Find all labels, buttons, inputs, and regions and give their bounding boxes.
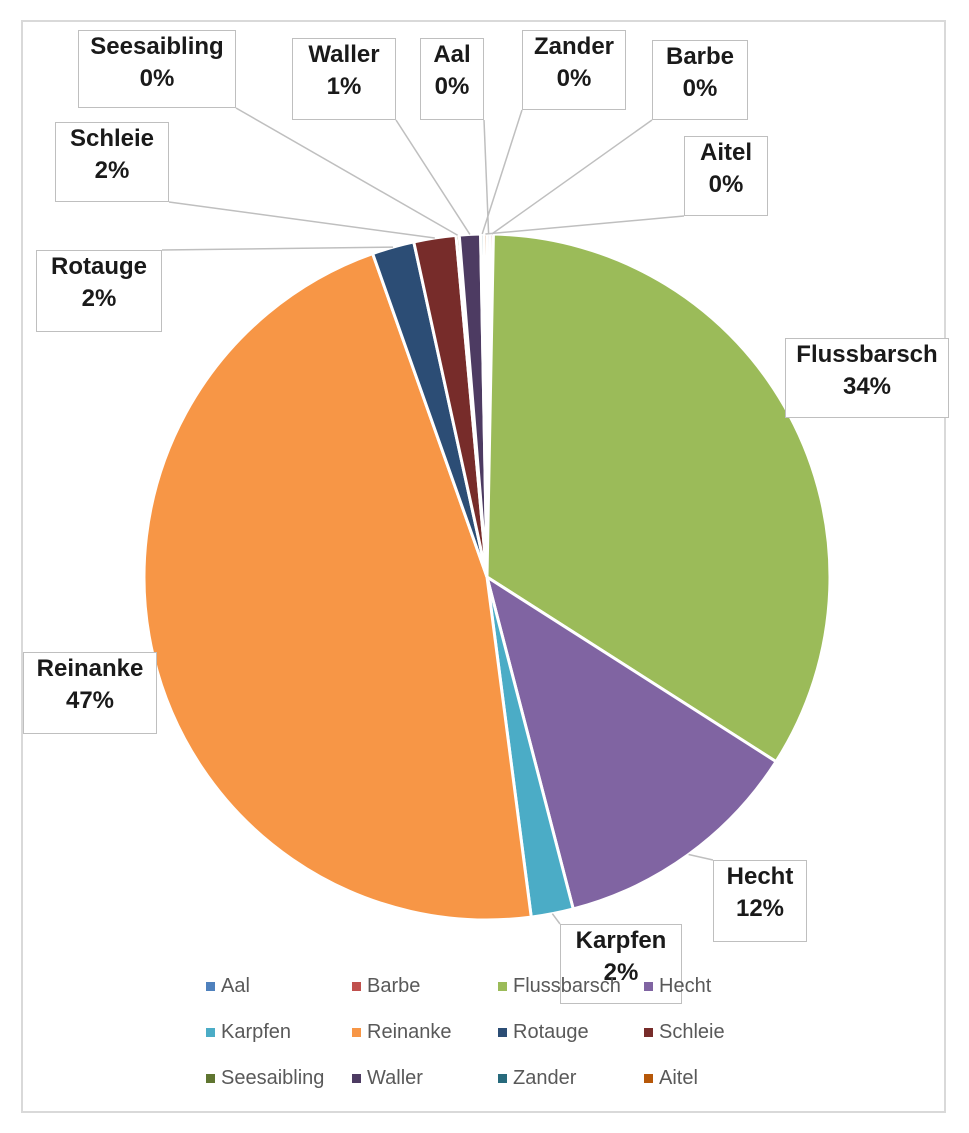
legend-item-aal: Aal bbox=[206, 975, 250, 998]
legend-label: Aal bbox=[221, 975, 250, 997]
data-label-name: Barbe bbox=[665, 43, 735, 70]
data-label-value: 2% bbox=[603, 959, 639, 986]
legend-item-rotauge: Rotauge bbox=[498, 1021, 589, 1044]
legend-label: Seesaibling bbox=[221, 1067, 325, 1089]
data-label-name: Aal bbox=[433, 41, 471, 68]
legend-item-schleie: Schleie bbox=[644, 1021, 725, 1044]
data-label-waller: Waller 1% bbox=[292, 38, 396, 120]
legend-swatch bbox=[206, 982, 215, 991]
legend-item-hecht: Hecht bbox=[644, 975, 711, 998]
legend-swatch bbox=[644, 982, 653, 991]
leader-line-aitel bbox=[485, 215, 685, 235]
leader-line-rotauge bbox=[161, 246, 394, 251]
data-label-name: Seesaibling bbox=[90, 33, 224, 60]
data-label-value: 47% bbox=[65, 687, 115, 714]
data-label-value: 34% bbox=[842, 373, 892, 400]
legend-swatch bbox=[498, 1028, 507, 1037]
legend-swatch bbox=[644, 1074, 653, 1083]
data-label-zander: Zander 0% bbox=[522, 30, 626, 110]
legend-swatch bbox=[498, 1074, 507, 1083]
legend-swatch bbox=[352, 1074, 361, 1083]
legend-label: Waller bbox=[367, 1067, 423, 1089]
data-label-name: Schleie bbox=[69, 125, 155, 152]
leader-line-seesaibling bbox=[235, 107, 458, 236]
data-label-value: 0% bbox=[556, 65, 592, 92]
data-label-schleie: Schleie 2% bbox=[55, 122, 169, 202]
legend-swatch bbox=[206, 1028, 215, 1037]
data-label-karpfen: Karpfen 2% bbox=[560, 924, 682, 1004]
data-label-flussbarsch: Flussbarsch 34% bbox=[785, 338, 949, 418]
legend-item-waller: Waller bbox=[352, 1067, 423, 1090]
data-label-rotauge: Rotauge 2% bbox=[36, 250, 162, 332]
legend-label: Karpfen bbox=[221, 1021, 292, 1043]
legend-item-barbe: Barbe bbox=[352, 975, 420, 998]
legend-item-seesaibling: Seesaibling bbox=[206, 1067, 324, 1090]
data-label-value: 12% bbox=[735, 895, 785, 922]
legend-label: Zander bbox=[513, 1067, 577, 1089]
legend-swatch bbox=[644, 1028, 653, 1037]
data-label-barbe: Barbe 0% bbox=[652, 40, 748, 120]
leader-line-barbe bbox=[491, 119, 653, 235]
legend-label: Schleie bbox=[659, 1021, 725, 1043]
legend-swatch bbox=[352, 1028, 361, 1037]
leader-line-hecht bbox=[688, 853, 714, 861]
data-label-aal: Aal 0% bbox=[420, 38, 484, 120]
data-label-name: Reinanke bbox=[36, 655, 144, 682]
data-label-value: 1% bbox=[326, 73, 362, 100]
data-label-value: 0% bbox=[139, 65, 175, 92]
legend-item-flussbarsch: Flussbarsch bbox=[498, 975, 621, 998]
legend-swatch bbox=[206, 1074, 215, 1083]
legend-item-karpfen: Karpfen bbox=[206, 1021, 291, 1044]
legend-label: Flussbarsch bbox=[513, 975, 621, 997]
data-label-name: Waller bbox=[308, 41, 380, 68]
data-label-name: Rotauge bbox=[51, 253, 147, 280]
legend-label: Reinanke bbox=[367, 1021, 452, 1043]
data-label-value: 0% bbox=[434, 73, 470, 100]
data-label-seesaibling: Seesaibling 0% bbox=[78, 30, 236, 108]
legend-label: Rotauge bbox=[513, 1021, 589, 1043]
leader-line-waller bbox=[395, 119, 471, 235]
data-label-value: 0% bbox=[708, 171, 744, 198]
legend-swatch bbox=[352, 982, 361, 991]
legend-item-reinanke: Reinanke bbox=[352, 1021, 452, 1044]
data-label-name: Flussbarsch bbox=[796, 341, 938, 368]
data-label-name: Aitel bbox=[699, 139, 752, 166]
data-label-value: 0% bbox=[682, 75, 718, 102]
leader-line-zander bbox=[481, 109, 523, 235]
leader-line-karpfen bbox=[551, 913, 561, 925]
legend-label: Aitel bbox=[659, 1067, 698, 1089]
legend-item-aitel: Aitel bbox=[644, 1067, 698, 1090]
data-label-aitel: Aitel 0% bbox=[684, 136, 768, 216]
data-label-hecht: Hecht 12% bbox=[713, 860, 807, 942]
legend-swatch bbox=[498, 982, 507, 991]
data-label-value: 2% bbox=[81, 285, 117, 312]
legend-label: Hecht bbox=[659, 975, 712, 997]
data-label-name: Zander bbox=[533, 33, 614, 60]
data-label-name: Hecht bbox=[726, 863, 794, 890]
data-label-reinanke: Reinanke 47% bbox=[23, 652, 157, 734]
legend-item-zander: Zander bbox=[498, 1067, 576, 1090]
data-label-name: Karpfen bbox=[575, 927, 667, 954]
legend-label: Barbe bbox=[367, 975, 421, 997]
leader-line-schleie bbox=[168, 201, 435, 239]
pie-slice-hecht bbox=[484, 573, 779, 911]
data-label-value: 2% bbox=[94, 157, 130, 184]
